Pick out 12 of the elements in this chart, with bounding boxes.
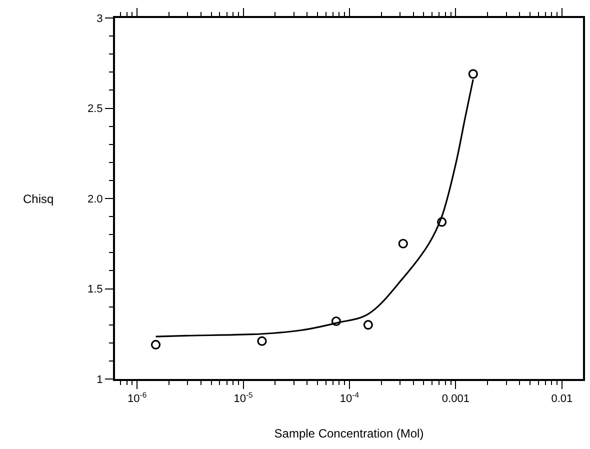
y-tick-label: 2.0	[88, 193, 103, 206]
x-tick-label: 0.001	[442, 393, 470, 406]
y-tick-label: 3	[96, 12, 103, 25]
y-tick-label: 1	[96, 374, 103, 386]
x-tick-label: 10$^{-5}$	[234, 390, 253, 406]
x-tick-label: 10$^{-4}$	[340, 390, 360, 406]
y-tick-label: 2.5	[88, 103, 103, 116]
y-axis-title: Chisq	[23, 192, 54, 206]
x-tick-label: 0.01	[551, 393, 573, 406]
x-axis-title: Sample Concentration (Mol)	[274, 426, 424, 441]
y-tick-label: 1.5	[88, 284, 103, 296]
x-tick-label: 10$^{-6}$	[128, 390, 147, 406]
